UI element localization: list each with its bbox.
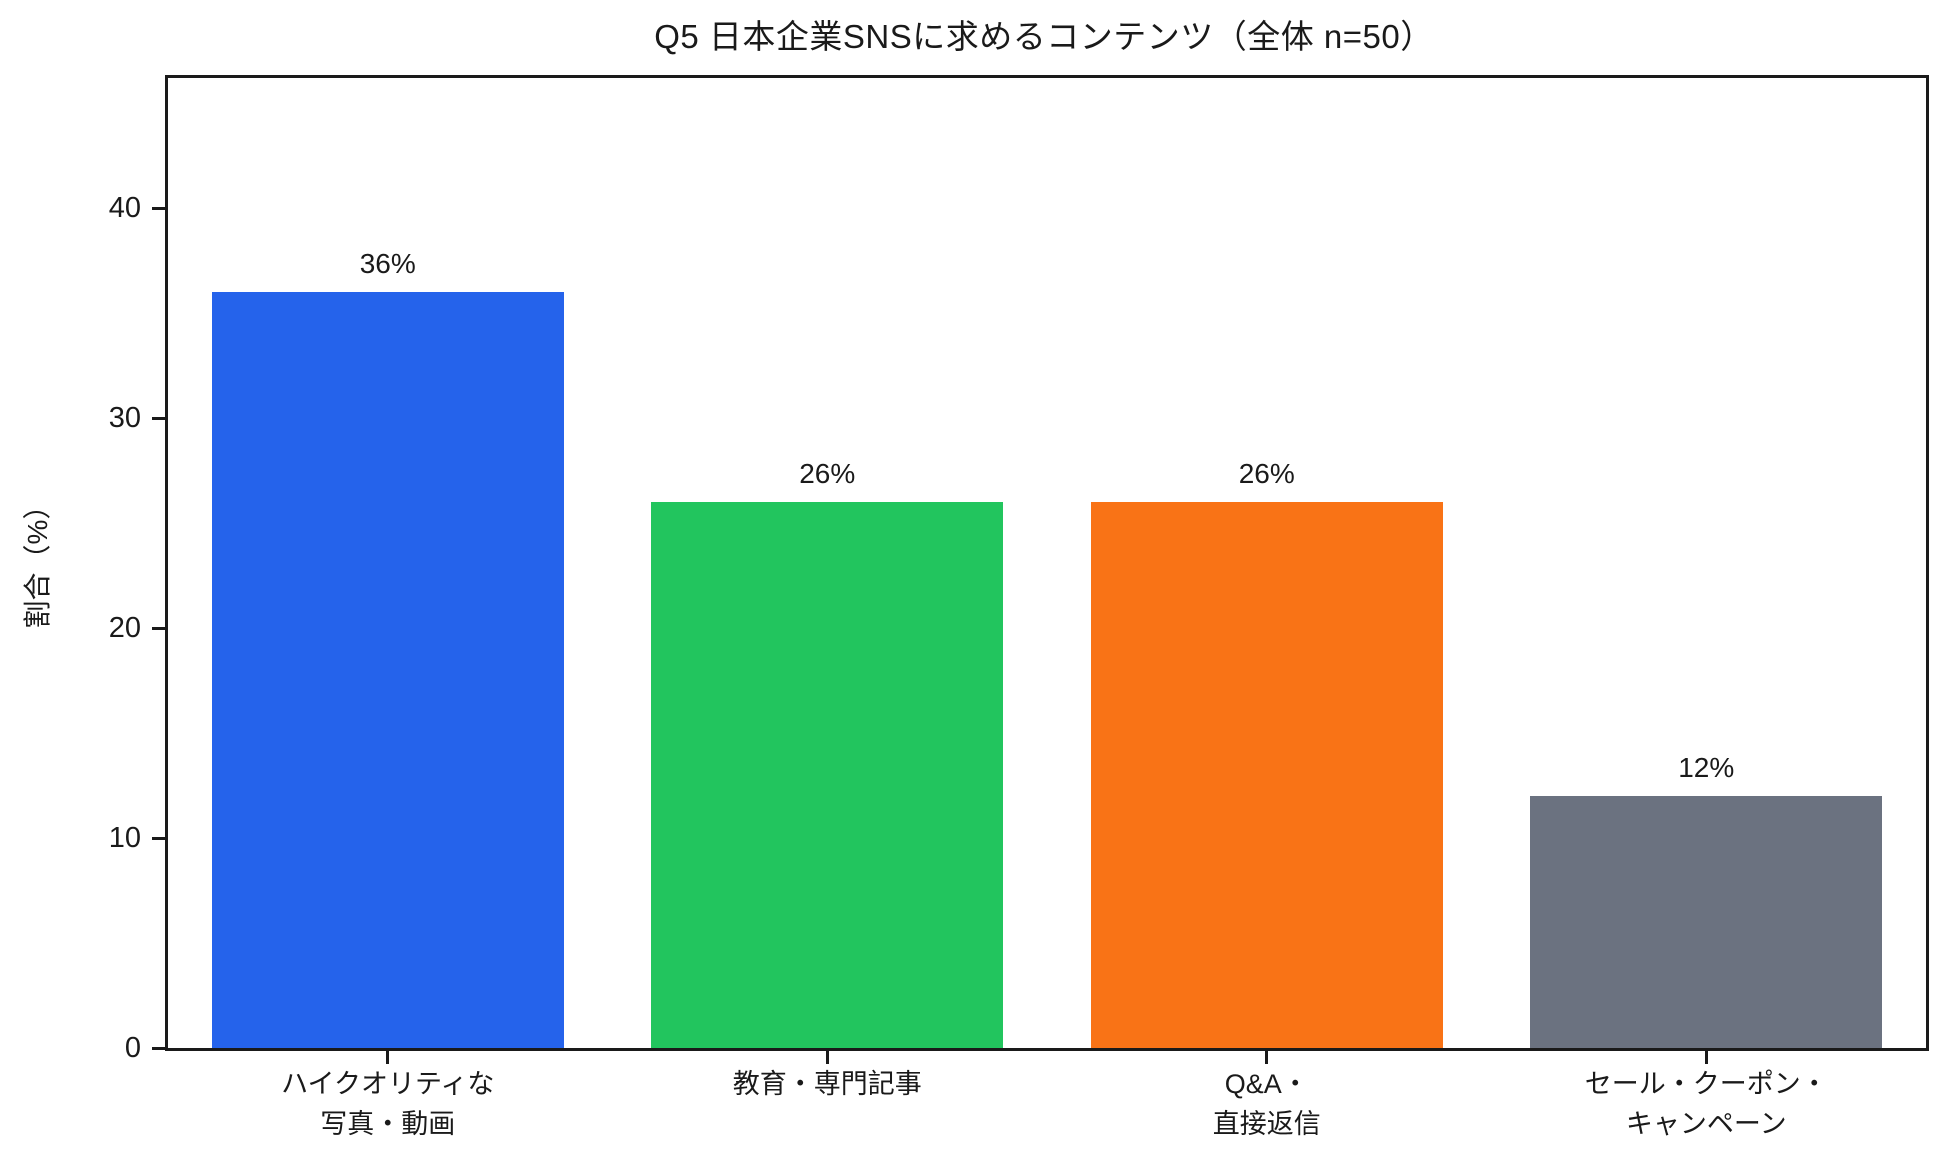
y-tick-label: 30 (108, 402, 141, 435)
x-tick-mark (825, 1051, 829, 1064)
bar-value-label: 26% (799, 458, 856, 490)
y-tick-mark (152, 416, 165, 420)
bar-value-label: 36% (359, 248, 416, 280)
x-tick-mark (1704, 1051, 1708, 1064)
x-tick-mark (1265, 1051, 1269, 1064)
y-tick-label: 20 (108, 612, 141, 645)
x-category-label: ハイクオリティな 写真・動画 (281, 1069, 495, 1139)
chart-title: Q5 日本企業SNSに求めるコンテンツ（全体 n=50） (654, 18, 1434, 55)
bar (1090, 502, 1443, 1048)
x-tick-mark (386, 1051, 390, 1064)
x-category-label: セール・クーポン・ キャンペーン (1584, 1069, 1828, 1139)
y-tick-label: 10 (108, 822, 141, 855)
bar-value-label: 26% (1238, 458, 1295, 490)
plot-area: 0 10 20 30 40 36% ハイクオリティな 写真・動画 26% 教育・専門記事 26% Q… (109, 75, 1929, 1139)
y-tick-mark (152, 626, 165, 630)
bar (211, 292, 564, 1048)
bar-value-label: 12% (1678, 752, 1735, 784)
x-category-label: Q&A・ 直接返信 (1212, 1069, 1321, 1139)
bar (651, 502, 1004, 1048)
y-tick-mark (152, 836, 165, 840)
bar (1530, 796, 1883, 1048)
y-tick-mark (152, 206, 165, 210)
x-category-label: 教育・専門記事 (732, 1069, 922, 1099)
y-tick-label: 0 (124, 1032, 141, 1064)
y-tick-mark (152, 1046, 165, 1050)
y-tick-label: 40 (108, 192, 141, 225)
